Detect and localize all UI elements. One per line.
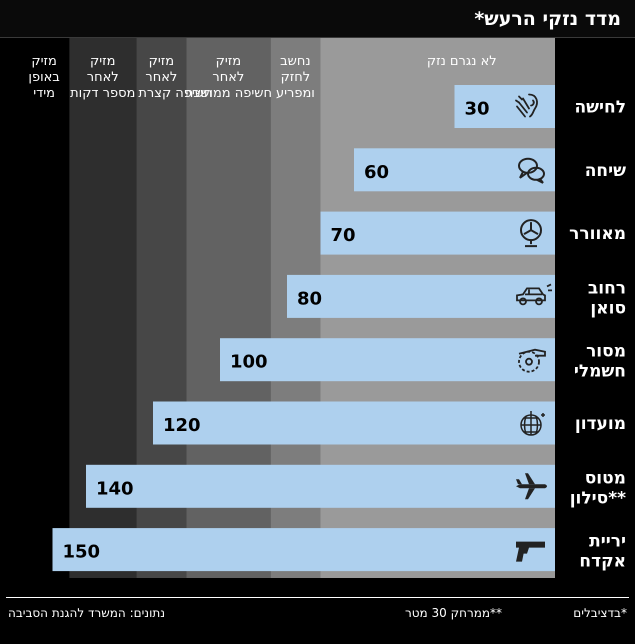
category-label: מאוורר [569, 224, 626, 244]
bar [287, 274, 555, 318]
distance-note: **ממרחק 30 מטר [405, 606, 503, 620]
unit-note: *בדציבלים [573, 606, 627, 620]
zone-label: מזיק באופן מידי [28, 54, 59, 101]
bar-value-label: 60 [364, 162, 389, 183]
bar [153, 401, 555, 445]
footer-divider [6, 597, 629, 598]
zone-band [19, 38, 70, 578]
bar [454, 85, 555, 128]
bar [320, 211, 555, 255]
bar-value-label: 80 [297, 288, 322, 309]
category-label: מסור חשמלי [574, 342, 626, 382]
zone-label: לא נגרם נזק [427, 54, 497, 69]
category-label: רחוב סואן [588, 278, 626, 318]
bar-value-label: 150 [63, 542, 101, 563]
bar [86, 464, 555, 508]
category-label: מועדון [575, 414, 626, 434]
category-label: מטוס סילון** [570, 468, 626, 508]
bar-value-label: 70 [331, 225, 356, 246]
category-label: לחישה [574, 98, 626, 118]
zone-label: מזיק לאחר מספר דקות [70, 54, 135, 101]
chart-title: מדד נזקי הרעש* [0, 0, 635, 38]
bar-value-label: 140 [96, 478, 134, 499]
bar-value-label: 100 [230, 352, 268, 373]
bar [220, 338, 555, 382]
category-label: שיחה [585, 161, 626, 181]
category-label: יריית אקדח [579, 532, 626, 572]
zone-label: מזיק לאחר חשיפה ממושכת [185, 54, 272, 101]
zone-label: נחשב לחזק ומפריע [276, 54, 315, 101]
bar [52, 528, 555, 572]
bar-value-label: 120 [163, 415, 201, 436]
bar-value-label: 30 [465, 99, 490, 120]
source-note: נתונים: המשרד להגנת הסביבה [8, 606, 166, 620]
